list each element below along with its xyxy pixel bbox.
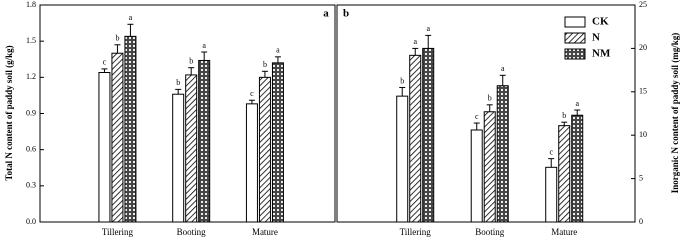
bar xyxy=(558,125,571,223)
significance-letter: a xyxy=(129,13,133,22)
bar xyxy=(483,111,496,223)
y-tick-label: 1.8 xyxy=(26,0,36,9)
bar xyxy=(172,93,185,223)
bar xyxy=(409,54,422,223)
y-tick-label: 0.3 xyxy=(26,181,36,190)
y-tick-label: 1.2 xyxy=(26,72,36,81)
significance-letter: c xyxy=(475,112,479,121)
significance-letter: b xyxy=(400,76,404,85)
significance-letter: b xyxy=(176,78,180,87)
bar xyxy=(571,114,584,223)
significance-letter: a xyxy=(575,99,579,108)
bar xyxy=(198,59,211,223)
bar xyxy=(98,72,111,223)
bar xyxy=(124,35,137,223)
x-tick-label: Tillering xyxy=(102,227,134,237)
panel-label: a xyxy=(323,8,329,20)
significance-letter: c xyxy=(549,147,553,156)
y-tick-label: 10 xyxy=(639,130,647,139)
significance-letter: b xyxy=(115,34,119,43)
significance-letter: b xyxy=(488,94,492,103)
bar xyxy=(470,129,483,223)
y-tick-label: 0.9 xyxy=(26,108,36,117)
x-tick-label: Booting xyxy=(177,227,207,237)
bar xyxy=(111,52,124,223)
significance-letter: c xyxy=(103,58,107,67)
y-tick-label: 0.6 xyxy=(26,144,36,153)
significance-letter: c xyxy=(250,89,254,98)
significance-letter: a xyxy=(426,24,430,33)
bar xyxy=(185,74,198,223)
legend-swatch xyxy=(564,32,586,44)
y-tick-label: 15 xyxy=(639,87,647,96)
bar xyxy=(396,95,409,223)
bar xyxy=(545,166,558,223)
legend-swatch xyxy=(564,48,586,60)
x-tick-label: Mature xyxy=(551,227,577,237)
x-tick-label: Mature xyxy=(252,227,278,237)
significance-letter: b xyxy=(562,111,566,120)
significance-letter: a xyxy=(202,41,206,50)
y-tick-label: 20 xyxy=(639,43,647,52)
y-tick-label: 0.0 xyxy=(26,217,36,226)
bar xyxy=(258,76,271,223)
y-tick-label: 5 xyxy=(639,173,643,182)
y-axis-label: Inorganic N content of paddy soil (mg/kg… xyxy=(670,33,680,194)
significance-letter: b xyxy=(263,60,267,69)
significance-letter: b xyxy=(189,57,193,66)
bar xyxy=(422,47,435,223)
bar xyxy=(271,62,284,223)
y-axis-label: Total N content of paddy soil (g/kg) xyxy=(4,45,14,180)
panel-label: b xyxy=(343,8,349,20)
x-tick-label: Tillering xyxy=(400,227,432,237)
y-tick-label: 25 xyxy=(639,0,647,9)
significance-letter: a xyxy=(413,37,417,46)
bar xyxy=(496,85,509,223)
legend-label: N xyxy=(592,32,600,44)
y-tick-label: 0 xyxy=(639,217,643,226)
x-tick-label: Booting xyxy=(475,227,505,237)
y-tick-label: 1.5 xyxy=(26,36,36,45)
legend-label: NM xyxy=(592,48,611,60)
significance-letter: a xyxy=(501,64,505,73)
significance-letter: a xyxy=(276,46,280,55)
legend-label: CK xyxy=(592,16,609,28)
bar xyxy=(245,103,258,223)
legend-swatch xyxy=(564,16,586,28)
